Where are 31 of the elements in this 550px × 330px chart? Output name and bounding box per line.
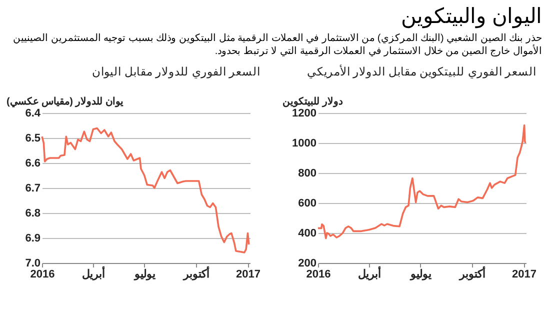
y-tick-label: 6.8 bbox=[25, 208, 40, 220]
y-tick-label: 6.5 bbox=[25, 132, 40, 144]
x-tick-label: 2017 bbox=[512, 268, 536, 280]
x-tick-label: أبريل bbox=[82, 266, 106, 280]
x-tick-label: أكتوبر bbox=[182, 266, 210, 280]
chart-title: السعر الفوري للبيتكوين مقابل الدولار الأمريكي bbox=[307, 64, 536, 78]
y-tick-label: 600 bbox=[298, 198, 316, 210]
line-series bbox=[317, 124, 526, 240]
x-tick-label: يوليو bbox=[409, 268, 432, 280]
x-tick-label: 2017 bbox=[236, 268, 260, 280]
text: اليوان والبيتكوين bbox=[400, 4, 542, 30]
y-tick-label: 6.7 bbox=[25, 182, 40, 194]
y-tick-label: 400 bbox=[298, 228, 316, 240]
text: حذر بنك الصين الشعبي (البنك المركزي) من الاستثمار في العملات الرقمية مثل البيتكوين وذلك بسبب توجيه المستثمرين الصينيين الأموال خارج الصين من خلال الاستثمار في العملات الرقمية التي لا ترتبط بحدود. bbox=[12, 32, 542, 58]
y-axis-title: يوان للدولار (مقياس عكسي) bbox=[6, 96, 124, 108]
y-tick-label: 7.0 bbox=[25, 258, 40, 270]
y-tick-label: 200 bbox=[298, 258, 316, 270]
x-tick-label: 2016 bbox=[306, 268, 331, 280]
y-tick-label: 6.6 bbox=[25, 158, 40, 170]
y-tick-label: 6.9 bbox=[25, 232, 40, 244]
line-series bbox=[41, 127, 250, 254]
chart-title: السعر الفوري للدولار مقابل اليوان bbox=[92, 66, 260, 78]
y-tick-label: 1000 bbox=[292, 138, 316, 150]
y-axis-title: دولار للبيتكوين bbox=[282, 96, 344, 108]
y-tick-label: 1200 bbox=[292, 108, 316, 120]
y-tick-label: 800 bbox=[298, 168, 316, 180]
y-tick-label: 6.4 bbox=[25, 108, 42, 120]
x-tick-label: أكتوبر bbox=[458, 266, 486, 280]
x-tick-label: يوليو bbox=[133, 268, 156, 280]
x-tick-label: 2016 bbox=[30, 268, 55, 280]
x-tick-label: أبريل bbox=[358, 266, 382, 280]
